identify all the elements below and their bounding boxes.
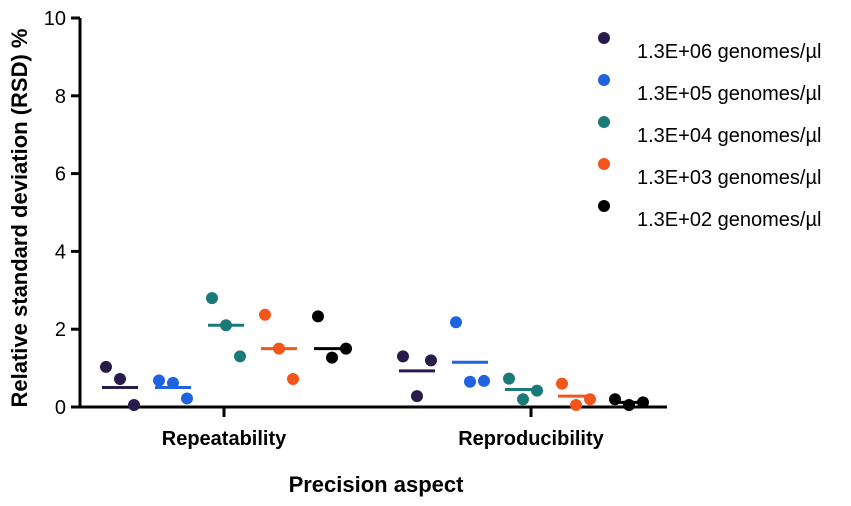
y-tick-label: 8 bbox=[55, 86, 66, 108]
data-point bbox=[464, 375, 476, 388]
legend-marker bbox=[598, 116, 610, 128]
data-point bbox=[153, 374, 165, 387]
legend-label: 1.3E+02 genomes/µl bbox=[637, 209, 821, 231]
data-marks bbox=[100, 292, 649, 412]
legend-label: 1.3E+03 genomes/µl bbox=[637, 167, 821, 189]
x-axis-title: Precision aspect bbox=[289, 472, 465, 497]
data-point bbox=[503, 372, 515, 385]
data-point bbox=[234, 350, 246, 363]
data-point bbox=[517, 393, 529, 406]
legend-marker bbox=[598, 74, 610, 86]
data-point bbox=[623, 399, 635, 412]
data-point bbox=[531, 384, 543, 397]
x-category-label: Reproducibility bbox=[458, 428, 604, 450]
legend-label: 1.3E+06 genomes/µl bbox=[637, 41, 821, 63]
data-point bbox=[220, 319, 232, 332]
data-point bbox=[167, 376, 179, 389]
data-point bbox=[206, 292, 218, 305]
data-point bbox=[425, 354, 437, 367]
y-tick-label: 0 bbox=[55, 397, 66, 419]
data-point bbox=[259, 308, 271, 321]
y-tick-label: 6 bbox=[55, 164, 66, 186]
data-point bbox=[181, 392, 193, 405]
data-point bbox=[609, 393, 621, 406]
data-point bbox=[114, 372, 126, 385]
legend-marker bbox=[598, 32, 610, 44]
y-axis-title: Relative standard deviation (RSD) % bbox=[7, 29, 32, 408]
y-ticks: 0 2 4 6 8 10 bbox=[44, 8, 80, 419]
data-point bbox=[637, 396, 649, 409]
legend-marker bbox=[598, 158, 610, 170]
data-point bbox=[478, 374, 490, 387]
y-tick-label: 2 bbox=[55, 319, 66, 341]
data-point bbox=[128, 399, 140, 412]
legend-label: 1.3E+04 genomes/µl bbox=[637, 125, 821, 147]
data-point bbox=[326, 351, 338, 364]
legend-marker bbox=[598, 200, 610, 212]
data-point bbox=[450, 316, 462, 329]
data-point bbox=[584, 393, 596, 406]
axes bbox=[78, 18, 667, 409]
data-point bbox=[287, 372, 299, 385]
data-point bbox=[100, 360, 112, 373]
data-point bbox=[411, 390, 423, 403]
y-tick-label: 4 bbox=[55, 241, 66, 263]
x-category-label: Repeatability bbox=[162, 428, 287, 450]
data-point bbox=[312, 310, 324, 323]
x-ticks: Repeatability Reproducibility bbox=[162, 407, 605, 450]
data-point bbox=[570, 399, 582, 412]
data-point bbox=[340, 342, 352, 355]
data-point bbox=[397, 350, 409, 363]
legend: 1.3E+06 genomes/µl 1.3E+05 genomes/µl 1.3E… bbox=[598, 32, 821, 231]
data-point bbox=[273, 342, 285, 355]
y-tick-label: 10 bbox=[44, 8, 66, 30]
data-point bbox=[556, 377, 568, 390]
legend-label: 1.3E+05 genomes/µl bbox=[637, 83, 821, 105]
